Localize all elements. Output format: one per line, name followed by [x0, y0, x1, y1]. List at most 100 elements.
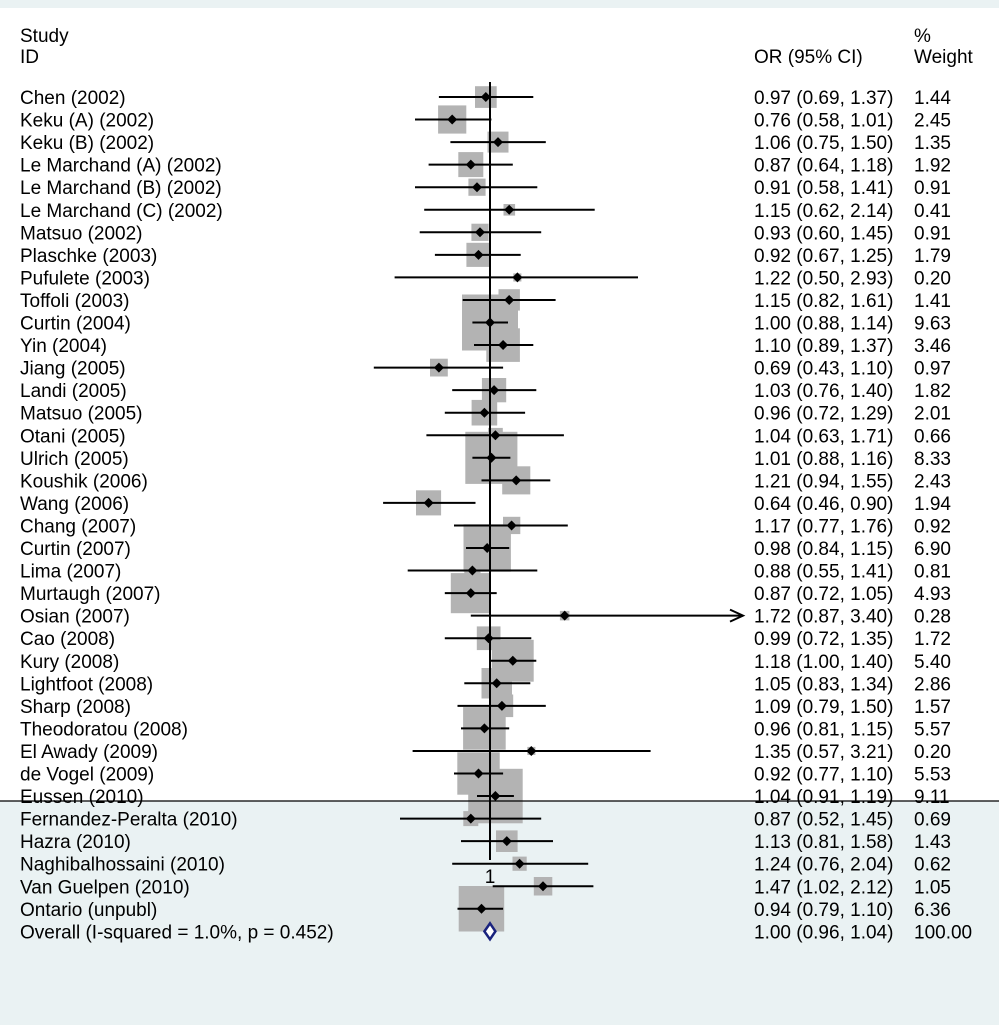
study-label: Le Marchand (B) (2002): [20, 178, 222, 199]
weight-text: 6.90: [914, 539, 951, 560]
ci-text: 1.15 (0.62, 2.14): [754, 201, 893, 222]
point-estimate: [501, 836, 512, 847]
header-weight-pct: %: [914, 26, 931, 47]
point-estimate: [559, 610, 570, 621]
ci-text: 0.98 (0.84, 1.15): [754, 539, 893, 560]
weight-text: 1.35: [914, 133, 951, 154]
weight-text: 5.40: [914, 652, 951, 673]
weight-text: 0.20: [914, 268, 951, 289]
ci-text: 1.10 (0.89, 1.37): [754, 336, 893, 357]
study-label: Wang (2006): [20, 494, 129, 515]
study-label: Chang (2007): [20, 516, 136, 537]
study-label: Murtaugh (2007): [20, 584, 160, 605]
weight-text: 0.91: [914, 223, 951, 244]
point-estimate: [512, 272, 523, 283]
ci-text: 0.87 (0.64, 1.18): [754, 156, 893, 177]
point-estimates: [423, 92, 570, 914]
point-estimate: [506, 520, 517, 531]
weight-texts: 1.442.451.351.920.910.410.911.790.201.41…: [914, 88, 951, 921]
ci-text: 1.01 (0.88, 1.16): [754, 449, 893, 470]
study-label: Otani (2005): [20, 426, 126, 447]
point-estimate: [423, 497, 434, 508]
weight-text: 5.57: [914, 719, 951, 740]
weight-text: 0.41: [914, 201, 951, 222]
point-estimate: [473, 249, 484, 260]
weight-text: 0.66: [914, 426, 951, 447]
weight-text: 4.93: [914, 584, 951, 605]
point-estimate: [447, 114, 458, 125]
study-label: Fernandez-Peralta (2010): [20, 810, 238, 831]
weight-text: 5.53: [914, 765, 951, 786]
study-label: Keku (B) (2002): [20, 133, 154, 154]
weight-text: 0.91: [914, 178, 951, 199]
point-estimate: [507, 655, 518, 666]
x-tick-label: 1: [485, 867, 496, 888]
ci-text: 1.06 (0.75, 1.50): [754, 133, 893, 154]
point-estimate: [504, 204, 515, 215]
point-estimate: [465, 813, 476, 824]
study-label: Chen (2002): [20, 88, 126, 109]
ci-text: 1.03 (0.76, 1.40): [754, 381, 893, 402]
study-label: Koushik (2006): [20, 471, 148, 492]
weight-text: 0.20: [914, 742, 951, 763]
point-estimate: [476, 903, 487, 914]
study-label: El Awady (2009): [20, 742, 158, 763]
point-estimate: [511, 475, 522, 486]
ci-text: 0.76 (0.58, 1.01): [754, 111, 893, 132]
overall-weight-text: 100.00: [914, 922, 972, 943]
point-estimate: [486, 452, 497, 463]
weight-text: 1.82: [914, 381, 951, 402]
point-estimate: [491, 678, 502, 689]
ci-text: 1.47 (1.02, 2.12): [754, 877, 893, 898]
point-estimate: [479, 723, 490, 734]
overall-row: Overall (I-squared = 1.0%, p = 0.452) 1.0…: [20, 921, 972, 943]
weight-text: 1.57: [914, 697, 951, 718]
point-estimate: [479, 407, 490, 418]
study-label: Curtin (2004): [20, 314, 131, 335]
point-estimate: [526, 745, 537, 756]
weight-text: 1.05: [914, 877, 951, 898]
weight-text: 0.92: [914, 516, 951, 537]
ci-text: 0.64 (0.46, 0.90): [754, 494, 893, 515]
weight-text: 0.97: [914, 359, 951, 380]
study-label: Ulrich (2005): [20, 449, 129, 470]
study-label: Pufulete (2003): [20, 268, 150, 289]
point-estimate: [467, 565, 478, 576]
overall-label: Overall (I-squared = 1.0%, p = 0.452): [20, 922, 334, 943]
ci-text: 1.22 (0.50, 2.93): [754, 268, 893, 289]
ci-text: 1.18 (1.00, 1.40): [754, 652, 893, 673]
study-label: Yin (2004): [20, 336, 107, 357]
weight-text: 0.62: [914, 855, 951, 876]
point-estimate: [498, 340, 509, 351]
study-label: Plaschke (2003): [20, 246, 157, 267]
weight-text: 9.11: [914, 787, 950, 808]
point-estimate: [433, 362, 444, 373]
weight-text: 0.81: [914, 562, 951, 583]
weight-text: 6.36: [914, 900, 951, 921]
weight-text: 9.63: [914, 314, 951, 335]
ci-text: 0.94 (0.79, 1.10): [754, 900, 893, 921]
ci-arrow: [729, 608, 746, 623]
ci-text: 0.92 (0.67, 1.25): [754, 246, 893, 267]
study-label: Theodoratou (2008): [20, 719, 188, 740]
ci-text: 1.05 (0.83, 1.34): [754, 674, 893, 695]
ci-text: 0.96 (0.72, 1.29): [754, 404, 893, 425]
weight-text: 2.86: [914, 674, 951, 695]
weight-text: 2.45: [914, 111, 951, 132]
ci-text: 1.09 (0.79, 1.50): [754, 697, 893, 718]
study-label: Jiang (2005): [20, 359, 126, 380]
weight-text: 0.69: [914, 810, 951, 831]
weight-text: 3.46: [914, 336, 951, 357]
point-estimate: [465, 159, 476, 170]
weight-text: 2.43: [914, 471, 951, 492]
study-label: Naghibalhossaini (2010): [20, 855, 225, 876]
point-estimate: [483, 633, 494, 644]
ci-text: 1.21 (0.94, 1.55): [754, 471, 893, 492]
study-label: Matsuo (2005): [20, 404, 143, 425]
point-estimate: [538, 881, 548, 892]
point-estimate: [504, 294, 515, 305]
ci-text: 0.92 (0.77, 1.10): [754, 765, 893, 786]
header-weight: Weight: [914, 47, 974, 68]
ci-text: 1.72 (0.87, 3.40): [754, 607, 893, 628]
